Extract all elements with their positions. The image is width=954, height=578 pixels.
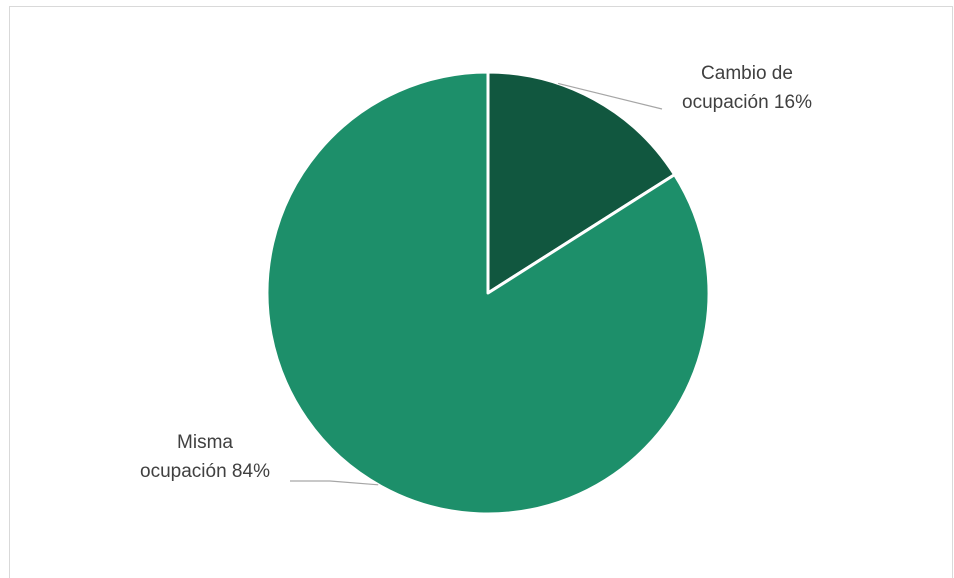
slice-label-misma-line1: Misma: [177, 432, 233, 453]
slice-labels: Cambio de ocupación 16% Misma ocupación …: [140, 63, 812, 482]
leader-lines: [290, 82, 663, 486]
slice-label-misma-line2: ocupación 84%: [140, 461, 270, 482]
slice-label-cambio-line1: Cambio de: [701, 63, 793, 84]
leader-line-misma: [290, 480, 379, 486]
pie-slices: [265, 70, 711, 516]
slice-label-cambio-line2: ocupación 16%: [682, 92, 812, 113]
pie-slice-1: [265, 70, 711, 516]
leader-line-cambio: [557, 82, 663, 110]
pie-slice-0: [486, 70, 677, 295]
